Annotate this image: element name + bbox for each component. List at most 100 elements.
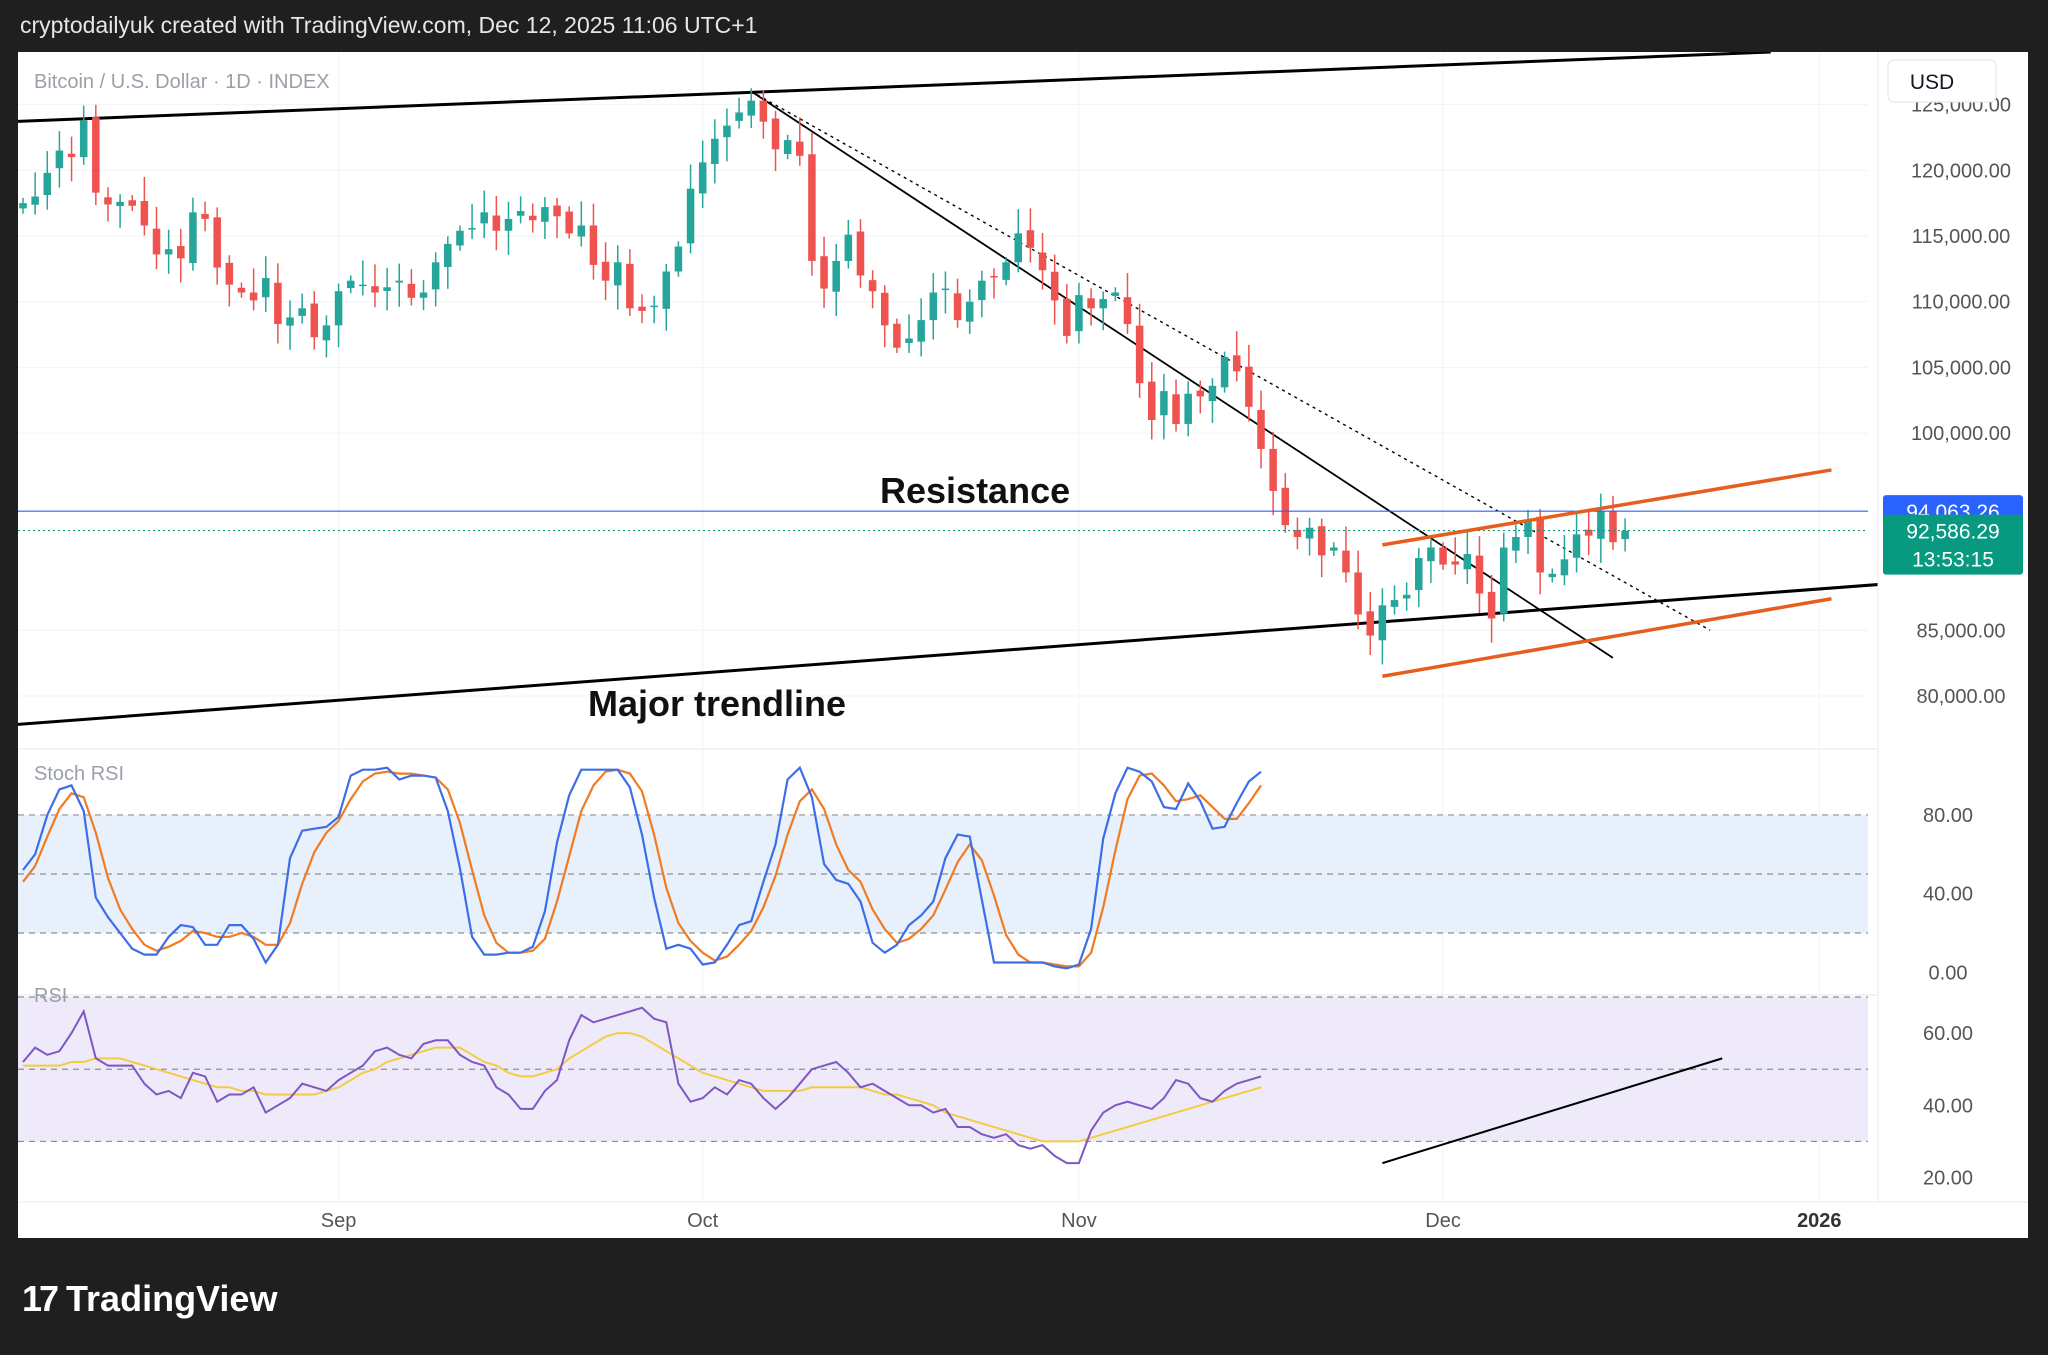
candle-121 (1487, 591, 1496, 619)
candle-25 (322, 325, 331, 341)
candle-41 (516, 211, 525, 216)
candle-5 (79, 120, 88, 158)
candle-13 (177, 245, 185, 259)
chart-canvas[interactable]: 125,000.00120,000.00115,000.00110,000.00… (18, 52, 2028, 1238)
candle-93 (1148, 381, 1156, 420)
candle-24 (310, 303, 319, 338)
price-tick-label: 120,000.00 (1911, 160, 2011, 182)
candle-118 (1451, 561, 1459, 565)
time-tick-label: Nov (1061, 1210, 1097, 1232)
candle-80 (990, 275, 998, 278)
candle-90 (1111, 292, 1120, 296)
candle-97 (1196, 390, 1205, 397)
stoch-tick-label: 40.00 (1923, 884, 1973, 906)
candle-119 (1463, 554, 1472, 570)
stoch-d-line (22, 768, 1262, 968)
candle-2 (43, 172, 52, 195)
candle-82 (1014, 233, 1023, 263)
candle-55 (686, 188, 695, 244)
candle-103 (1269, 448, 1277, 491)
candle-76 (941, 288, 950, 291)
candle-130 (1597, 510, 1605, 539)
candle-52 (650, 305, 658, 308)
candle-56 (698, 162, 707, 194)
candle-111 (1366, 611, 1374, 636)
rsi-title: RSI (34, 985, 67, 1007)
time-axis[interactable]: Sep Oct Nov Dec 2026 (18, 1201, 2028, 1232)
candle-106 (1305, 527, 1314, 539)
currency-box (1887, 59, 1997, 103)
candle-112 (1378, 605, 1387, 641)
candle-42 (529, 215, 537, 221)
candle-71 (880, 292, 889, 326)
chart-title: Bitcoin / U.S. Dollar · 1D · INDEX (34, 71, 330, 93)
candle-78 (965, 301, 974, 322)
trendline-annotation: Major trendline (588, 683, 846, 724)
candle-58 (723, 125, 731, 138)
candle-48 (601, 261, 610, 281)
candle-46 (577, 225, 586, 237)
candle-127 (1560, 559, 1569, 576)
candle-4 (67, 153, 76, 158)
candle-62 (771, 118, 780, 150)
candle-33 (419, 292, 428, 298)
panel-bands (18, 814, 1868, 1143)
major-trendline (18, 580, 1917, 726)
candle-88 (1087, 298, 1095, 309)
candle-59 (735, 112, 743, 121)
candle-73 (905, 338, 913, 343)
candle-49 (613, 262, 622, 286)
candle-43 (541, 207, 549, 222)
candle-68 (844, 234, 853, 261)
rsi-ma-line (23, 1032, 1262, 1143)
price-tick-label: 115,000.00 (1912, 226, 2011, 248)
candle-129 (1584, 529, 1593, 536)
candle-3 (55, 150, 64, 169)
candle-45 (565, 211, 573, 234)
price-axis-bg (1878, 52, 2028, 1202)
channel-lines (1382, 468, 1832, 679)
price-tick-label: 100,000.00 (1911, 423, 2011, 445)
candle-27 (346, 280, 355, 289)
rsi-tick-label: 60.00 (1923, 1023, 1973, 1045)
candle-9 (128, 200, 136, 206)
candle-19 (249, 292, 258, 301)
candle-95 (1172, 394, 1180, 424)
stoch-tick-label: 0.00 (1929, 962, 1968, 984)
candle-47 (589, 225, 598, 265)
candle-32 (407, 283, 416, 298)
candle-77 (953, 293, 962, 321)
dotted-resistance-line (750, 90, 1711, 631)
candle-15 (201, 213, 209, 219)
candle-37 (468, 228, 476, 230)
candle-83 (1026, 230, 1035, 248)
stoch-rsi-title: Stoch RSI (34, 763, 124, 785)
price-axis[interactable]: 125,000.00120,000.00115,000.00110,000.00… (1877, 52, 2028, 1202)
chart-frame[interactable]: 125,000.00 120,000.00 115,000.00 110,000.00… (18, 52, 2028, 1238)
tradingview-logo[interactable]: 17 TradingView (22, 1278, 277, 1320)
last-price-label: 92,586.29 (1906, 521, 1999, 544)
candle-8 (116, 201, 124, 207)
candle-122 (1499, 547, 1508, 614)
candle-117 (1439, 547, 1447, 565)
candle-1 (31, 196, 39, 205)
candle-26 (334, 291, 343, 326)
candle-65 (808, 154, 816, 261)
upper-trendline (18, 52, 1771, 123)
candle-81 (1002, 262, 1010, 280)
candle-94 (1160, 391, 1168, 416)
candle-75 (929, 292, 938, 321)
candles (18, 88, 1868, 665)
candle-98 (1208, 385, 1217, 402)
candle-96 (1184, 393, 1192, 424)
price-tick-label: 105,000.00 (1911, 357, 2011, 379)
rsi-tick-label: 40.00 (1923, 1095, 1973, 1117)
candle-84 (1038, 252, 1047, 271)
candle-87 (1075, 295, 1083, 332)
countdown-label: 13:53:15 (1912, 549, 1994, 572)
candle-89 (1099, 299, 1107, 309)
candle-107 (1317, 526, 1326, 556)
candle-72 (893, 323, 901, 348)
stoch-k-line (22, 765, 1262, 970)
candle-16 (213, 217, 221, 268)
